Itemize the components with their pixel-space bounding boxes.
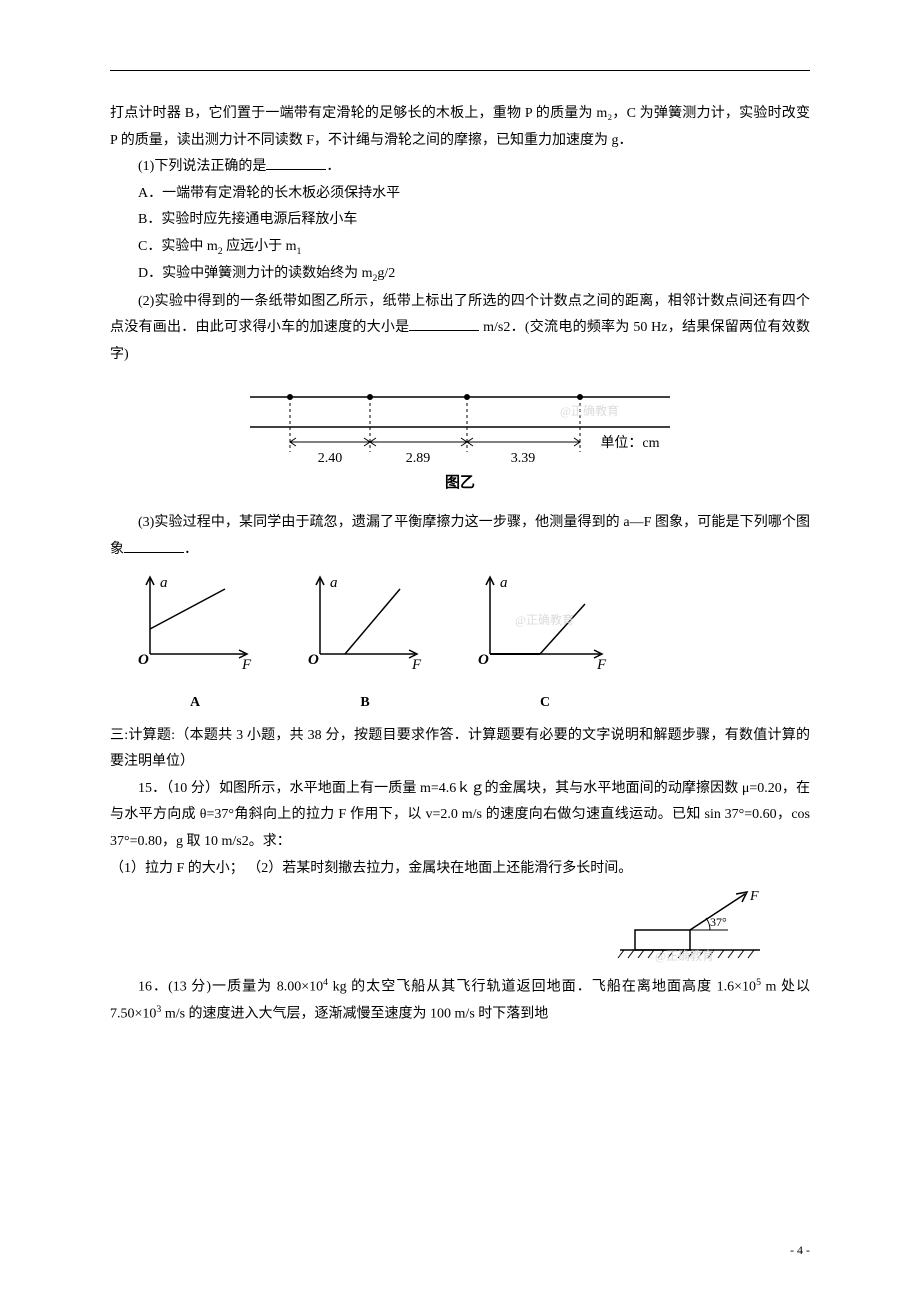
graphA-y: a [160,575,168,591]
graphB-label: B [300,690,430,717]
q3-blank [124,538,184,553]
q3-stem-text: (3)实验过程中，某同学由于疏忽，遗漏了平衡摩擦力这一步骤，他测量得到的 a—F… [110,515,810,557]
graphs-row: a O F A a O F B [130,569,810,716]
q15-figure: F 37° @正确教育 [110,888,770,968]
q15-p2: （1）拉力 F 的大小； （2）若某时刻撤去拉力，金属块在地面上还能滑行多长时间… [110,856,810,883]
q16-p: 16．(13 分)一质量为 8.00×104 kg 的太空飞船从其飞行轨道返回地… [110,974,810,1029]
q15-F-label: F [749,889,759,904]
graphC-watermark: @正确教育 [515,612,574,627]
graph-B: a O F B [300,569,430,716]
graph-C: a O F @正确教育 C [470,569,620,716]
q1-stem: (1)下列说法正确的是 ． [110,154,810,181]
q1-period: ． [326,159,340,174]
graphC-y: a [500,575,508,591]
q1-optC-mid: 应远小于 m [223,239,297,254]
tape-svg: 2.40 2.89 3.39 单位：cm @正确教育 图乙 [230,377,690,492]
page: 打点计时器 B，它们置于一端带有定滑轮的足够长的木板上，重物 P 的质量为 m₂… [0,0,920,1302]
graphB-x: F [411,657,422,673]
graphC-label: C [470,690,620,717]
tape-seg3: 3.39 [511,451,536,466]
tape-caption: 图乙 [445,474,475,491]
q1-optB: B．实验时应先接通电源后释放小车 [110,207,810,234]
q1-blank [266,155,326,170]
tape-watermark: @正确教育 [560,403,619,418]
graphA-O: O [138,652,149,668]
top-rule [110,70,810,71]
q1-optA: A．一端带有定滑轮的长木板必须保持水平 [110,181,810,208]
graphB-O: O [308,652,319,668]
tape-seg1: 2.40 [318,451,343,466]
q1-optD-post: g/2 [377,266,395,281]
page-number: - 4 - [790,1239,810,1262]
q15-angle-label: 37° [710,915,727,929]
q1-optD: D．实验中弹簧测力计的读数始终为 m2g/2 [110,261,810,288]
q2-stem: (2)实验中得到的一条纸带如图乙所示，纸带上标出了所选的四个计数点之间的距离，相… [110,289,810,369]
graph-A: a O F A [130,569,260,716]
q1-optC-sub2: 1 [297,246,302,257]
q3-stem: (3)实验过程中，某同学由于疏忽，遗漏了平衡摩擦力这一步骤，他测量得到的 a—F… [110,510,810,563]
q2-blank [409,316,479,331]
q16-post: m/s 的速度进入大气层，逐渐减慢至速度为 100 m/s 时下落到地 [161,1007,548,1022]
q1-stem-text: (1)下列说法正确的是 [138,159,266,174]
q1-optC-pre: C．实验中 m [138,239,218,254]
q15-watermark: @正确教育 [655,948,714,963]
tape-seg2: 2.89 [406,451,431,466]
graphC-x: F [596,657,607,673]
q3-period: ． [184,542,198,557]
graphC-O: O [478,652,489,668]
figure-tape: 2.40 2.89 3.39 单位：cm @正确教育 图乙 [110,377,810,503]
q15-p1: 15．（10 分）如图所示，水平地面上有一质量 m=4.6ｋｇ的金属块，其与水平… [110,776,810,856]
q16-pre: 16．(13 分)一质量为 8.00×10 [138,980,323,995]
graphA-x: F [241,657,252,673]
tape-unit: 单位：cm [600,435,659,451]
q1-optC: C．实验中 m2 应远小于 m1 [110,234,810,261]
q16-mid1: kg 的太空飞船从其飞行轨道返回地面．飞船在离地面高度 1.6×10 [328,980,756,995]
q1-optD-pre: D．实验中弹簧测力计的读数始终为 m [138,266,373,281]
section3-title: 三:计算题:（本题共 3 小题，共 38 分，按题目要求作答．计算题要有必要的文… [110,723,810,776]
intro-paragraph: 打点计时器 B，它们置于一端带有定滑轮的足够长的木板上，重物 P 的质量为 m₂… [110,101,810,154]
graphA-label: A [130,690,260,717]
graphB-y: a [330,575,338,591]
